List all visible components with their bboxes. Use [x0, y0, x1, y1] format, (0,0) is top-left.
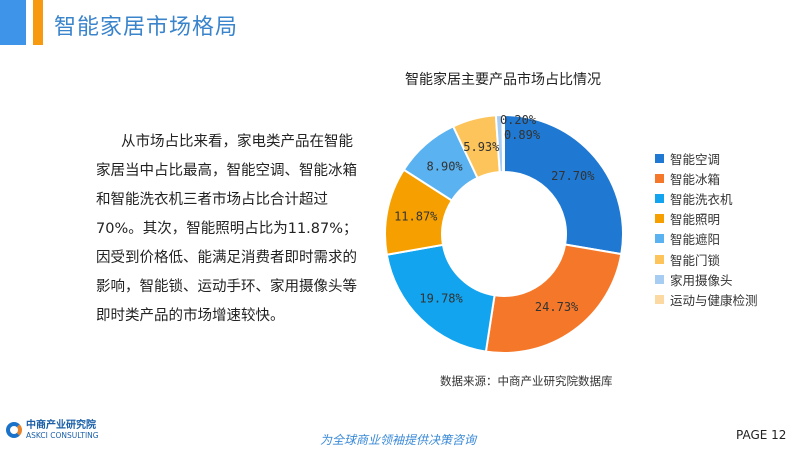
data-label-6: 0.89%	[504, 128, 541, 142]
legend-swatch	[655, 234, 664, 244]
logo-icon	[6, 422, 22, 438]
chart-title: 智能家居主要产品市场占比情况	[405, 72, 601, 88]
legend-swatch	[655, 214, 664, 224]
legend-item: 智能照明	[655, 209, 758, 229]
legend-swatch	[655, 274, 664, 284]
data-label-3: 11.87%	[394, 209, 438, 223]
slice-7	[501, 113, 505, 174]
legend-label: 智能遮阳	[670, 232, 721, 248]
data-label-0: 27.70%	[551, 169, 595, 183]
legend-swatch	[655, 153, 664, 163]
legend-label: 运动与健康检测	[670, 292, 758, 308]
legend-item: 运动与健康检测	[655, 289, 758, 309]
body-paragraph: 从市场占比来看，家电类产品在智能家居当中占比最高，智能空调、智能冰箱和智能洗衣机…	[96, 134, 358, 324]
legend-item: 智能空调	[655, 148, 758, 168]
legend-label: 家用摄像头	[670, 272, 733, 288]
legend-item: 智能门锁	[655, 249, 758, 269]
data-label-2: 19.78%	[419, 291, 463, 305]
data-label-7: 0.20%	[500, 113, 537, 127]
legend-label: 智能冰箱	[670, 171, 721, 187]
logo-en: ASKCI CONSULTING	[26, 431, 99, 440]
header-blue-block	[0, 0, 26, 45]
page-title: 智能家居市场格局	[54, 15, 239, 40]
slice-0	[503, 113, 624, 256]
data-label-4: 8.90%	[427, 159, 464, 173]
legend-swatch	[655, 193, 664, 203]
legend-item: 家用摄像头	[655, 269, 758, 289]
header-orange-bar	[33, 0, 43, 45]
legend-label: 智能照明	[670, 212, 721, 228]
footer-slogan: 为全球商业领袖提供决策咨询	[320, 433, 477, 447]
slice-2	[385, 243, 496, 353]
logo-cn: 中商产业研究院	[26, 420, 96, 431]
chart-legend: 智能空调智能冰箱智能洗衣机智能照明智能遮阳智能门锁家用摄像头运动与健康检测	[655, 148, 758, 310]
legend-swatch	[655, 254, 664, 264]
data-label-1: 24.73%	[535, 300, 579, 314]
data-source: 数据来源：中商产业研究院数据库	[440, 374, 613, 388]
legend-label: 智能空调	[670, 151, 721, 167]
legend-label: 智能门锁	[670, 252, 721, 268]
legend-swatch	[655, 294, 664, 304]
legend-item: 智能洗衣机	[655, 188, 758, 208]
legend-label: 智能洗衣机	[670, 191, 733, 207]
legend-item: 智能遮阳	[655, 229, 758, 249]
legend-swatch	[655, 173, 664, 183]
legend-item: 智能冰箱	[655, 168, 758, 188]
data-label-5: 5.93%	[463, 140, 500, 154]
company-logo: 中商产业研究院 ASKCI CONSULTING	[6, 420, 99, 440]
page-number: PAGE 12	[736, 428, 787, 442]
slice-1	[484, 243, 623, 354]
